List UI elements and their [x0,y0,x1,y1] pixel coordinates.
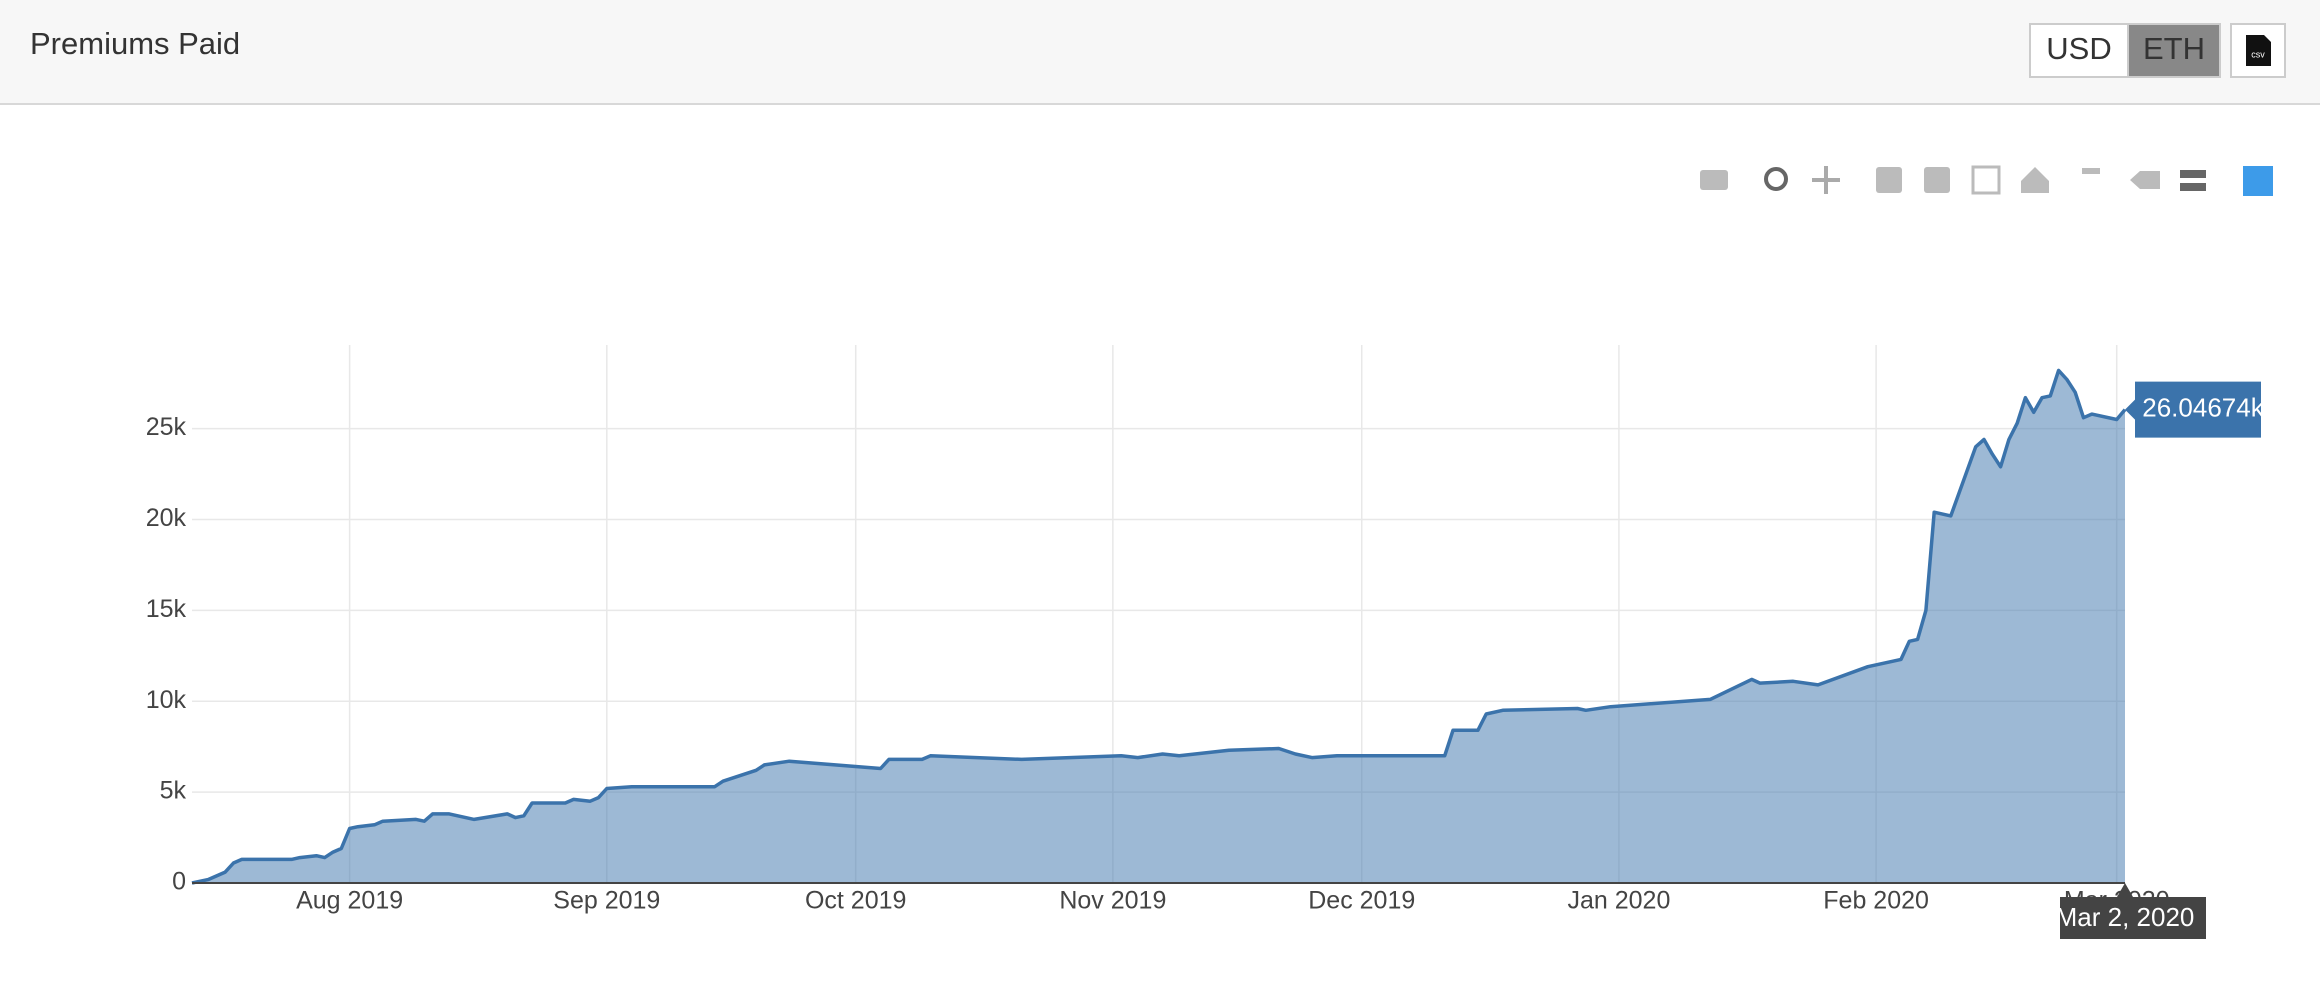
x-tick-label: Nov 2019 [1059,887,1166,915]
hover-value-box [2125,381,2261,438]
toolbar-spikelines[interactable] [2082,168,2100,174]
toolbar-hover-compare[interactable] [2180,170,2206,191]
hover-value-label: 26.04674k [2125,381,2265,438]
csv-button[interactable]: csv [2230,23,2286,78]
toolbar-zoom[interactable] [1764,167,1788,191]
x-tick-label: Aug 2019 [296,887,403,915]
y-tick-label: 10k [146,686,187,714]
y-tick-label: 15k [146,595,187,623]
hover-x-label: Mar 2, 2020 [2056,883,2206,939]
toolbar-pan[interactable] [1812,166,1840,194]
y-tick-label: 0 [172,868,186,896]
page-title: Premiums Paid [30,26,240,61]
currency-label: USD [2046,31,2111,66]
chart-toolbar [1700,165,2273,196]
toolbar-autoscale[interactable] [1971,165,2001,195]
x-tick-label: Feb 2020 [1823,887,1929,915]
currency-toggle: USD ETH [2029,23,2221,78]
hover-x-text: Mar 2, 2020 [2056,902,2195,932]
currency-label: ETH [2143,31,2205,66]
csv-file-icon [2246,35,2271,66]
hover-x-box [2060,883,2206,939]
header-bar [0,0,2320,104]
x-tick-label: Sep 2019 [553,887,660,915]
hover-value-text: 26.04674k [2142,392,2264,422]
toolbar-hover-closest[interactable] [2130,171,2160,189]
x-tick-label: Jan 2020 [1567,887,1670,915]
plot-area: 0 5k 10k 15k 20k 25k Aug 2019 Sep 2019 Oct 2019 N… [146,345,2265,939]
area-line [191,368,2127,885]
currency-button[interactable] [2127,23,2221,78]
y-tick-label: 20k [146,504,187,532]
csv-icon-label: csv [2251,49,2265,59]
x-tick-label: Dec 2019 [1308,887,1415,915]
toolbar-reset[interactable] [2021,167,2049,193]
toolbar-camera[interactable] [1700,170,1728,190]
toolbar-zoom-out[interactable] [1924,167,1950,193]
toolbar-logo[interactable] [2243,166,2273,196]
x-tick-label: Oct 2019 [805,887,906,915]
toolbar-zoom-in[interactable] [1876,167,1902,193]
y-tick-label: 25k [146,413,187,441]
y-tick-label: 5k [160,777,187,805]
area-fill [192,370,2125,883]
